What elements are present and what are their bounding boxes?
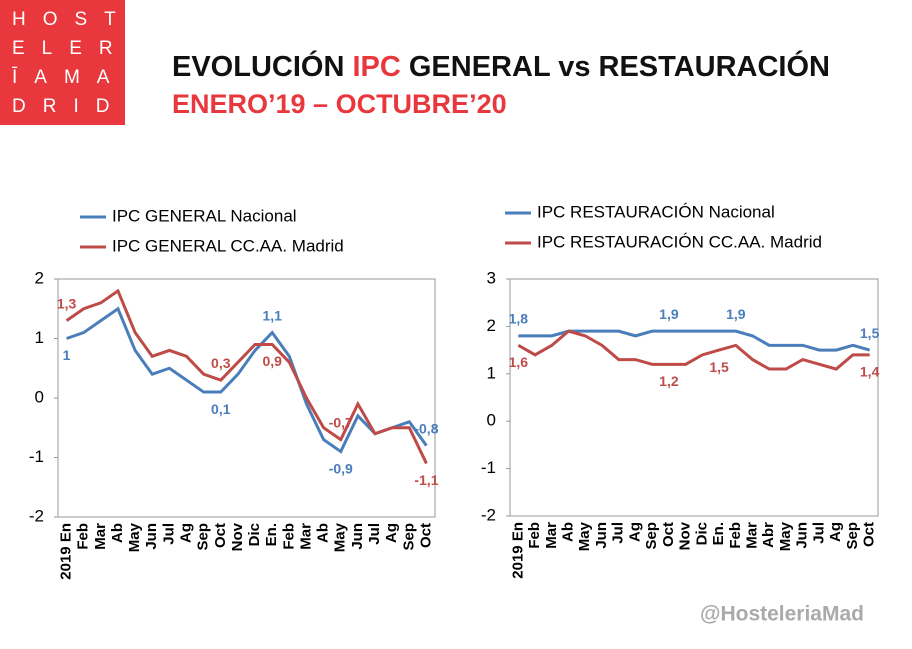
x-tick-label: Nov: [677, 521, 694, 550]
logo-row: DRID: [12, 96, 126, 117]
x-tick-label: Mar: [92, 523, 109, 550]
data-label: 0,1: [211, 401, 231, 417]
x-tick-label: Dic: [246, 523, 263, 546]
data-label: 1,6: [509, 354, 529, 370]
x-tick-label: En.: [263, 523, 280, 546]
data-label: 0,3: [211, 355, 231, 371]
x-tick-label: Jun: [349, 523, 366, 550]
series-line: [518, 329, 871, 352]
subtitle: ENERO’19 – OCTUBRE’20: [172, 89, 507, 119]
x-tick-label: Ag: [177, 523, 194, 543]
x-tick-label: Oct: [861, 522, 878, 547]
x-tick-label: Jun: [794, 522, 811, 549]
x-tick-label: Mar: [744, 522, 761, 549]
x-tick-label: Ab: [560, 522, 577, 542]
logo-row: ĪAMA: [12, 67, 126, 88]
y-tick-label: 0: [35, 387, 44, 406]
x-tick-label: Jul: [366, 523, 383, 545]
data-label: -0,9: [329, 460, 353, 476]
y-tick-label: 3: [487, 268, 496, 287]
x-tick-label: Mar: [543, 522, 560, 549]
legend-label: IPC GENERAL Nacional: [112, 206, 297, 225]
x-tick-label: Ab: [315, 523, 332, 543]
x-tick-label: Nov: [229, 522, 246, 551]
plot-frame: [57, 278, 436, 518]
x-tick-label: Ag: [626, 522, 643, 542]
y-tick-label: 1: [487, 363, 496, 382]
x-tick-label: Jul: [810, 522, 827, 544]
x-tick-label: Abr: [760, 522, 777, 548]
data-label: -1,1: [414, 472, 438, 488]
y-tick-label: -1: [481, 458, 496, 477]
x-tick-label: Feb: [727, 522, 744, 549]
x-tick-label: Sep: [400, 523, 417, 551]
data-label: 1,9: [659, 306, 679, 322]
plot-frame: [509, 278, 879, 517]
x-tick-label: Ag: [383, 523, 400, 543]
data-label: 1,5: [709, 359, 729, 375]
data-label: 1: [63, 347, 71, 363]
logo-row: HOST: [12, 9, 133, 30]
data-label: 1,1: [262, 307, 282, 323]
series-line: [517, 329, 870, 371]
y-tick-label: -1: [29, 447, 44, 466]
x-tick-label: Jul: [610, 522, 627, 544]
series-line: [66, 306, 428, 454]
data-label: 1,8: [509, 311, 529, 327]
x-tick-label: Oct: [417, 523, 434, 548]
title-part: GENERAL vs RESTAURACIÓN: [409, 49, 830, 83]
x-tick-label: Ab: [109, 523, 126, 543]
legend-label: IPC RESTAURACIÓN Nacional: [537, 202, 775, 221]
logo: HOST ELER ĪAMA DRID: [12, 9, 133, 117]
x-tick-label: May: [126, 522, 143, 552]
x-tick-label: 2019 En: [509, 522, 526, 579]
x-tick-label: Dic: [693, 522, 710, 545]
x-tick-label: May: [777, 521, 794, 551]
data-label: 1,2: [659, 373, 679, 389]
x-tick-label: Feb: [526, 522, 543, 549]
data-label: 1,5: [860, 325, 880, 341]
x-tick-label: Mar: [297, 523, 314, 550]
x-tick-label: May: [332, 522, 349, 552]
x-tick-label: Oct: [212, 523, 229, 548]
x-tick-label: Sep: [195, 523, 212, 551]
x-tick-label: Jun: [593, 522, 610, 549]
y-tick-label: 2: [35, 268, 44, 287]
x-tick-label: Ag: [827, 522, 844, 542]
data-label: 1,9: [726, 306, 746, 322]
handle: @HosteleriaMad: [700, 603, 864, 626]
y-tick-label: 2: [487, 316, 496, 335]
data-label: 0,9: [262, 353, 282, 369]
x-tick-label: Sep: [844, 522, 861, 550]
series-line: [65, 288, 428, 465]
x-tick-label: En.: [710, 522, 727, 545]
x-tick-label: Oct: [660, 522, 677, 547]
y-tick-label: -2: [29, 506, 44, 525]
x-tick-label: Feb: [75, 523, 92, 550]
x-tick-label: Sep: [643, 522, 660, 550]
x-tick-label: May: [576, 521, 593, 551]
legend-label: IPC GENERAL CC.AA. Madrid: [112, 236, 344, 255]
data-label: -0,8: [414, 420, 438, 436]
data-label: -0,7: [329, 414, 353, 430]
data-label: 1,3: [57, 295, 77, 311]
title: EVOLUCIÓN IPC GENERAL vs RESTAURACIÓN: [172, 49, 830, 83]
y-tick-label: -2: [481, 505, 496, 524]
y-tick-label: 1: [35, 328, 44, 347]
logo-box: [0, 0, 125, 125]
legend-label: IPC RESTAURACIÓN CC.AA. Madrid: [537, 232, 822, 251]
title-part: EVOLUCIÓN: [172, 49, 344, 83]
title-part: IPC: [352, 51, 400, 83]
logo-row: ELER: [12, 38, 130, 59]
data-label: 1,4: [860, 364, 880, 380]
x-tick-label: 2019 En: [58, 523, 75, 580]
x-tick-label: Feb: [280, 523, 297, 550]
y-tick-label: 0: [487, 411, 496, 430]
x-tick-label: Jun: [143, 523, 160, 550]
x-tick-label: Jul: [160, 523, 177, 545]
